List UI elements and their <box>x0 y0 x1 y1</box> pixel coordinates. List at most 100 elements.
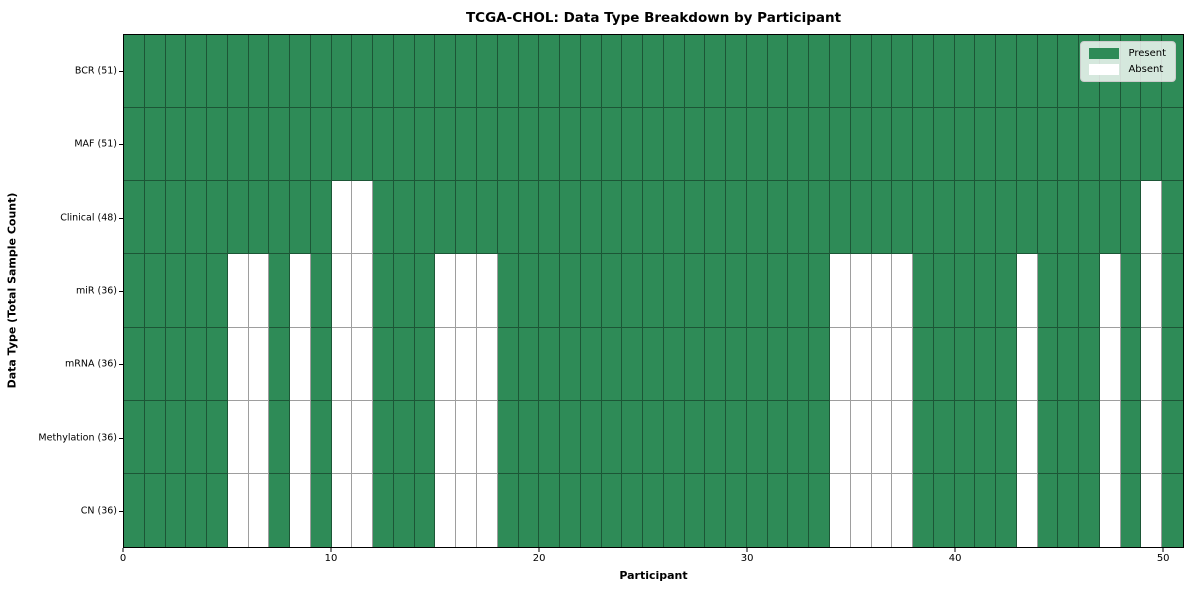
heatmap-cell <box>1079 108 1100 182</box>
heatmap-cell <box>996 108 1017 182</box>
heatmap-cell <box>393 108 415 182</box>
heatmap-cell <box>331 35 353 109</box>
heatmap-cell <box>767 400 789 474</box>
heatmap-cell <box>435 181 457 255</box>
heatmap-cell <box>539 181 561 255</box>
heatmap-cell <box>684 327 706 401</box>
heatmap-cell <box>788 327 810 401</box>
heatmap-cell <box>663 473 685 547</box>
heatmap-cell <box>954 254 976 328</box>
heatmap-cell <box>622 400 644 474</box>
heatmap-cell <box>788 108 810 182</box>
heatmap-cell <box>290 473 311 547</box>
heatmap-cell <box>227 473 249 547</box>
heatmap-cell <box>456 254 477 328</box>
heatmap-cell <box>186 181 208 255</box>
heatmap-cell <box>456 108 477 182</box>
heatmap-cell <box>227 108 249 182</box>
heatmap-cell <box>809 254 830 328</box>
y-tick-mark <box>119 291 123 292</box>
heatmap-cell <box>643 254 664 328</box>
heatmap-cell <box>560 108 581 182</box>
heatmap-cell <box>726 254 747 328</box>
heatmap-cell <box>580 181 602 255</box>
heatmap-cell <box>1099 327 1121 401</box>
heatmap-cell <box>913 327 934 401</box>
y-tick-label: CN (36) <box>80 505 117 517</box>
y-tick-label: mRNA (36) <box>65 358 117 370</box>
heatmap-cell <box>933 108 955 182</box>
heatmap-cell <box>1162 327 1183 401</box>
x-tick-mark <box>538 548 540 552</box>
heatmap-cell <box>1016 254 1038 328</box>
heatmap-cell <box>1120 254 1142 328</box>
heatmap-cell <box>1079 254 1100 328</box>
heatmap-cell <box>310 473 332 547</box>
heatmap-cell <box>767 254 789 328</box>
heatmap-cell <box>871 327 893 401</box>
heatmap-cell <box>144 254 166 328</box>
y-tick-label: Methylation (36) <box>38 432 117 444</box>
heatmap-cell <box>310 181 332 255</box>
x-tick-label: 30 <box>740 553 754 564</box>
heatmap-cell <box>871 400 893 474</box>
heatmap-cell <box>622 181 644 255</box>
heatmap-cell <box>435 400 457 474</box>
heatmap-cell <box>124 181 145 255</box>
x-tick-mark <box>746 548 748 552</box>
heatmap-cell <box>726 108 747 182</box>
heatmap-cell <box>207 400 228 474</box>
heatmap-cell <box>331 108 353 182</box>
heatmap-cell <box>248 473 270 547</box>
heatmap-cell <box>1141 254 1163 328</box>
heatmap-cell <box>601 108 623 182</box>
heatmap-cell <box>663 181 685 255</box>
heatmap-cell <box>1099 108 1121 182</box>
heatmap-cell <box>850 35 872 109</box>
y-tick-mark <box>119 364 123 366</box>
heatmap-cell <box>580 400 602 474</box>
heatmap-cell <box>643 108 664 182</box>
heatmap-cell <box>1120 108 1142 182</box>
heatmap-cell <box>726 327 747 401</box>
heatmap-cell <box>518 181 540 255</box>
heatmap-cell <box>539 35 561 109</box>
heatmap-cell <box>684 473 706 547</box>
heatmap-cell <box>352 473 374 547</box>
heatmap-cell <box>684 181 706 255</box>
heatmap-cell <box>809 181 830 255</box>
heatmap-cell <box>414 254 436 328</box>
heatmap-cell <box>290 35 311 109</box>
heatmap-cell <box>144 327 166 401</box>
heatmap-cell <box>1120 327 1142 401</box>
heatmap-cell <box>996 327 1017 401</box>
heatmap-cell <box>705 400 727 474</box>
heatmap-cell <box>705 327 727 401</box>
heatmap-cell <box>518 35 540 109</box>
plot-area: Present Absent <box>123 34 1184 548</box>
heatmap-cell <box>393 254 415 328</box>
heatmap-cell <box>476 327 498 401</box>
heatmap-cell <box>560 400 581 474</box>
y-axis-tick-labels: BCR (51) MAF (51) Clinical (48) miR (36) mRN… <box>0 34 117 548</box>
heatmap-cell <box>1016 181 1038 255</box>
heatmap-cell <box>1079 473 1100 547</box>
heatmap-cell <box>1099 400 1121 474</box>
y-tick-label: Clinical (48) <box>60 212 117 224</box>
heatmap-cell <box>476 400 498 474</box>
heatmap-cell <box>456 327 477 401</box>
heatmap-cell <box>746 35 768 109</box>
heatmap-cell <box>622 473 644 547</box>
heatmap-cell <box>975 473 997 547</box>
heatmap-cell <box>643 400 664 474</box>
heatmap-cell <box>809 108 830 182</box>
heatmap-cell <box>1141 181 1163 255</box>
heatmap-cell <box>124 473 145 547</box>
heatmap-cell <box>1016 327 1038 401</box>
heatmap-cell <box>144 181 166 255</box>
heatmap-cell <box>726 181 747 255</box>
heatmap-cell <box>435 35 457 109</box>
heatmap-cell <box>144 108 166 182</box>
heatmap-cell <box>497 108 519 182</box>
heatmap-cell <box>622 108 644 182</box>
